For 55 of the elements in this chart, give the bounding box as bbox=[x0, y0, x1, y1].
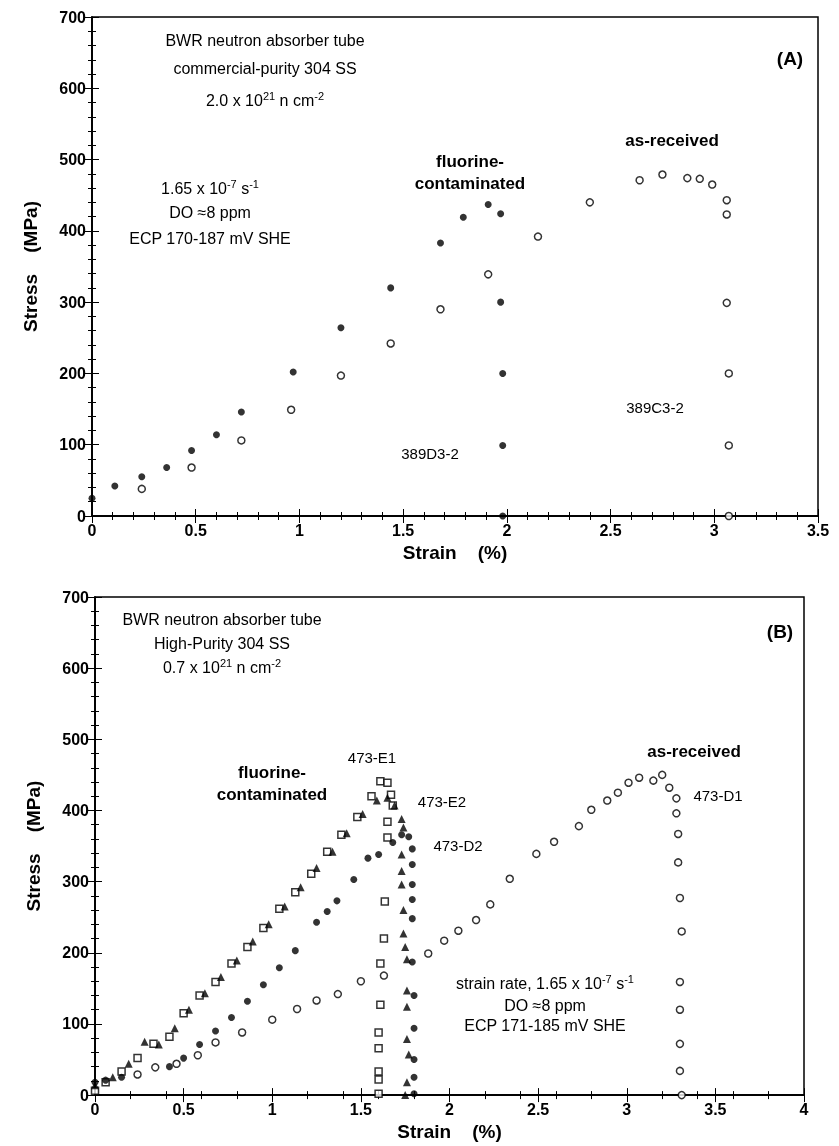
x-tick-label: 3.5 bbox=[704, 1100, 727, 1118]
y-tick-label: 500 bbox=[62, 730, 90, 748]
annotation: DO ≈8 ppm bbox=[504, 996, 586, 1014]
y-tick-label: 0 bbox=[77, 507, 87, 525]
annotation: (B) bbox=[766, 620, 794, 642]
x-tick-label: 3.5 bbox=[806, 521, 830, 539]
y-axis-title: Stress (MPa) bbox=[23, 780, 44, 912]
y-tick-label: 300 bbox=[62, 873, 90, 891]
x-tick-label: 1 bbox=[267, 1100, 277, 1118]
y-tick-label: 100 bbox=[62, 1015, 90, 1033]
annotation: High-Purity 304 SS bbox=[153, 634, 291, 652]
x-axis-title: Strain (%) bbox=[397, 1121, 502, 1142]
annotation: 389D3-2 bbox=[401, 444, 459, 462]
annotation: DO ≈8 ppm bbox=[169, 203, 251, 221]
annotation: BWR neutron absorber tube bbox=[165, 31, 365, 49]
x-tick-label: 2.5 bbox=[527, 1100, 550, 1118]
y-tick-label: 300 bbox=[59, 293, 87, 311]
x-tick-label: 2 bbox=[445, 1100, 455, 1118]
y-tick-label: 500 bbox=[59, 151, 87, 169]
annotation: ECP 170-187 mV SHE bbox=[129, 229, 291, 247]
annotation: as-received bbox=[647, 741, 741, 761]
x-tick-label: 2.5 bbox=[599, 521, 622, 539]
y-axis-title: Stress (MPa) bbox=[20, 201, 41, 332]
x-tick-label: 3 bbox=[622, 1100, 632, 1118]
y-tick-label: 600 bbox=[59, 79, 87, 97]
annotation: (A) bbox=[776, 47, 804, 69]
x-tick-label: 3 bbox=[709, 521, 719, 539]
y-tick-label: 700 bbox=[59, 8, 87, 26]
x-tick-label: 0.5 bbox=[184, 521, 207, 539]
x-tick-label: 0.5 bbox=[172, 1100, 195, 1118]
annotation: 473-E2 bbox=[417, 792, 467, 810]
y-tick-label: 200 bbox=[59, 364, 87, 382]
y-tick-label: 200 bbox=[62, 944, 90, 962]
y-tick-label: 400 bbox=[62, 801, 90, 819]
y-tick-label: 600 bbox=[62, 659, 90, 677]
annotation: 473-E1 bbox=[347, 748, 397, 766]
y-tick-label: 100 bbox=[59, 436, 87, 454]
x-tick-label: 1.5 bbox=[392, 521, 415, 539]
annotation: 473-D1 bbox=[693, 786, 743, 804]
x-tick-label: 1 bbox=[294, 521, 304, 539]
annotation: ECP 171-185 mV SHE bbox=[464, 1016, 626, 1034]
y-tick-label: 0 bbox=[80, 1086, 90, 1104]
x-tick-label: 4 bbox=[799, 1100, 809, 1118]
annotation: commercial-purity 304 SS bbox=[173, 59, 357, 77]
x-tick-label: 2 bbox=[502, 521, 512, 539]
annotation: 473-D2 bbox=[433, 836, 483, 854]
annotation: fluorine- contaminated bbox=[414, 151, 526, 193]
annotation: as-received bbox=[625, 130, 719, 150]
annotation: BWR neutron absorber tube bbox=[122, 610, 322, 628]
y-tick-label: 400 bbox=[59, 222, 87, 240]
annotation: 389C3-2 bbox=[626, 398, 684, 416]
x-axis-title: Strain (%) bbox=[402, 541, 508, 563]
y-tick-label: 700 bbox=[62, 588, 90, 606]
x-tick-label: 1.5 bbox=[349, 1100, 373, 1118]
annotation: fluorine- contaminated bbox=[216, 762, 328, 804]
